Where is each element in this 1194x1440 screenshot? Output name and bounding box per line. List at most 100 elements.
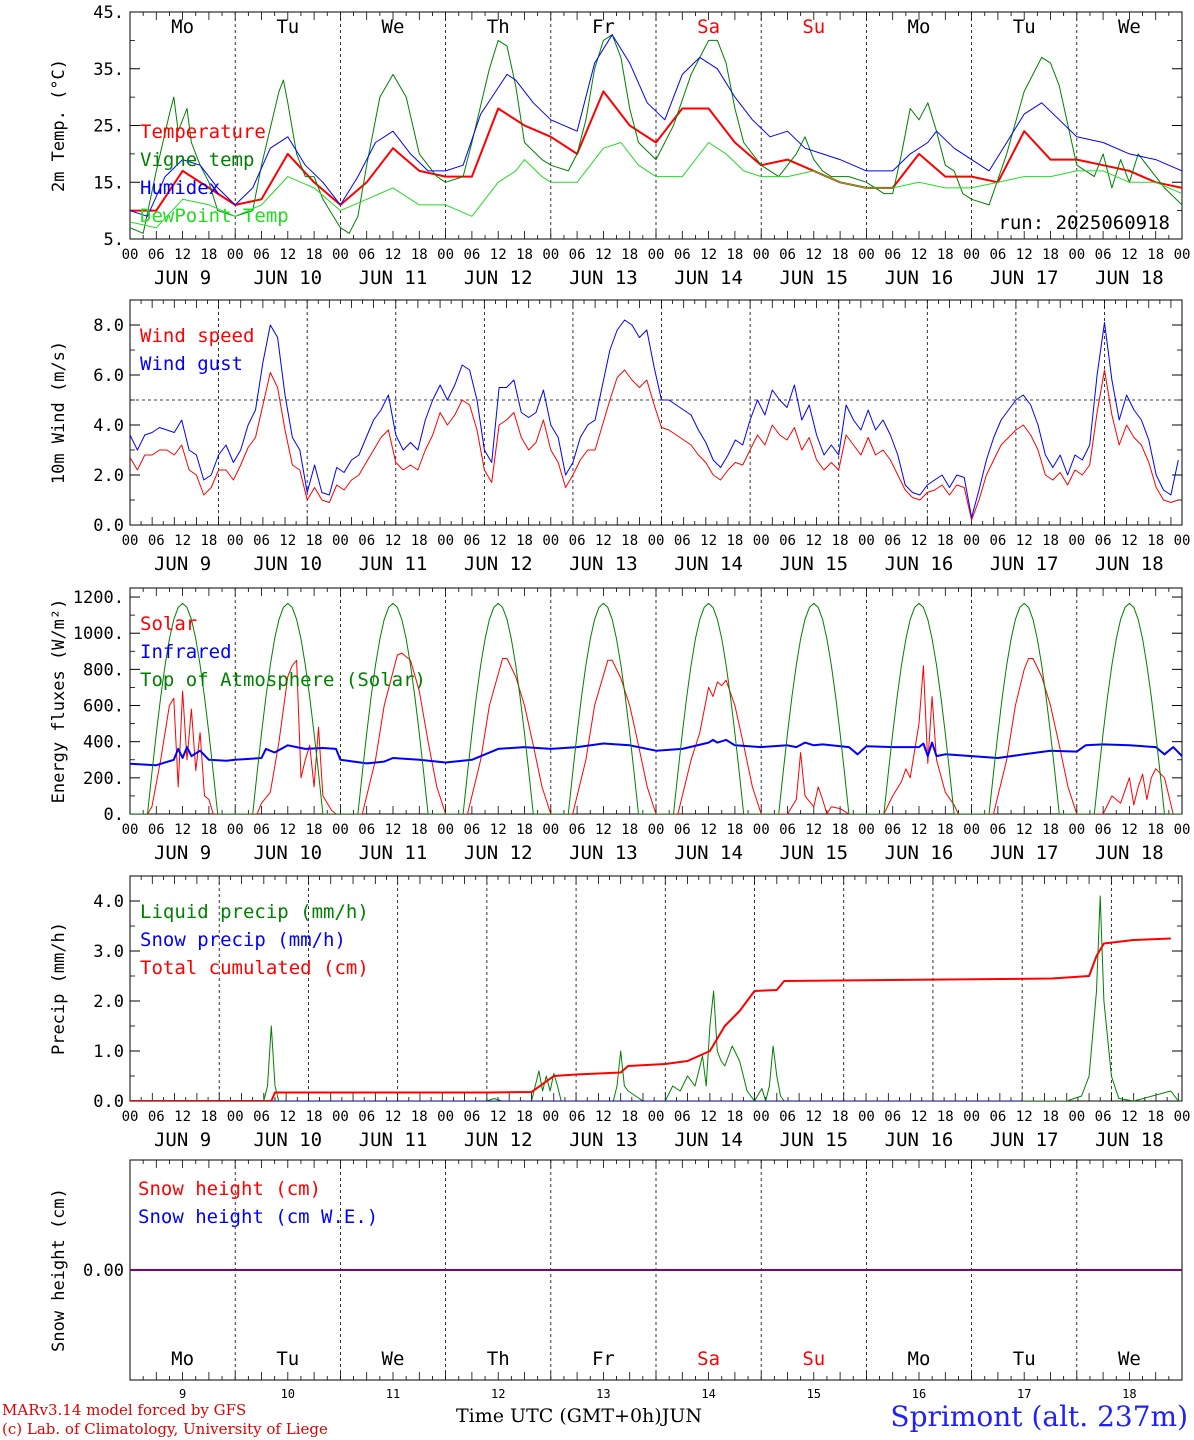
hour-tick-label: 18: [1042, 247, 1059, 263]
panel-snow: 0.00 Snow height (cm) Snow height (cm) Snow…: [49, 1159, 1183, 1400]
hour-tick-label: 06: [779, 533, 796, 549]
hour-tick-label: 06: [148, 533, 165, 549]
hour-tick-label: 06: [779, 822, 796, 838]
hour-tick-label: 06: [989, 1109, 1006, 1125]
credit-lab: (c) Lab. of Climatology, University of L…: [2, 1420, 328, 1438]
hour-tick-label: 18: [411, 533, 428, 549]
hour-tick-label: 18: [937, 1109, 954, 1125]
hour-tick-label: 12: [700, 247, 717, 263]
legend-entry: Temperature: [140, 121, 266, 143]
hour-tick-label: 00: [122, 533, 139, 549]
hour-tick-label: 06: [779, 1109, 796, 1125]
date-label: JUN 18: [1095, 553, 1164, 575]
weekday-label: Sa: [697, 1348, 720, 1370]
hour-tick-label: 18: [726, 247, 743, 263]
hour-tick-label: 00: [122, 822, 139, 838]
date-label: JUN 14: [674, 842, 743, 864]
y-axis-label: Snow height (cm): [49, 1188, 69, 1352]
hour-tick-label: 12: [911, 247, 928, 263]
day-number: 13: [596, 1387, 610, 1400]
panel-energy: 1200. 1000. 800. 600. 400. 200. 0. Energy fluxe…: [49, 587, 1190, 864]
hour-tick-label: 06: [674, 822, 691, 838]
date-label: JUN 17: [990, 1129, 1059, 1151]
hour-tick-label: 12: [1016, 533, 1033, 549]
date-label: JUN 10: [253, 267, 322, 289]
hour-tick-label: 18: [1042, 533, 1059, 549]
hour-tick-label: 18: [1147, 822, 1164, 838]
series-line-total-cumulated-cm-: [130, 937, 1171, 1101]
y-tick-label: 0.00: [83, 1261, 124, 1281]
hour-tick-label: 12: [911, 533, 928, 549]
hour-tick-label: 18: [832, 247, 849, 263]
hour-tick-label: 00: [1068, 247, 1085, 263]
weekday-label: Tu: [1013, 1348, 1036, 1370]
date-label: JUN 16: [885, 553, 954, 575]
y-tick-label: 1200.: [73, 588, 124, 608]
hour-tick-label: 18: [200, 247, 217, 263]
y-tick-label: 1000.: [73, 624, 124, 644]
credit-model: MARv3.14 model forced by GFS: [2, 1401, 247, 1419]
date-label: JUN 18: [1095, 267, 1164, 289]
weekday-label: Th: [487, 16, 510, 38]
hour-tick-label: 12: [1016, 822, 1033, 838]
hour-tick-label: 00: [1174, 247, 1191, 263]
date-label: JUN 10: [253, 553, 322, 575]
hour-tick-label: 06: [1095, 247, 1112, 263]
hour-tick-label: 12: [279, 247, 296, 263]
hour-tick-label: 00: [437, 533, 454, 549]
hour-tick-label: 00: [963, 1109, 980, 1125]
hour-tick-label: 12: [1121, 1109, 1138, 1125]
date-label: JUN 14: [674, 1129, 743, 1151]
y-tick-label: 5.: [104, 230, 124, 250]
time-axis-month: JUN: [661, 1405, 702, 1427]
legend-entry: Snow height (cm): [138, 1178, 321, 1200]
weekday-label: Tu: [276, 16, 299, 38]
hour-tick-label: 18: [726, 533, 743, 549]
hour-tick-label: 12: [805, 822, 822, 838]
hour-tick-label: 00: [753, 1109, 770, 1125]
y-tick-label: 15.: [93, 173, 124, 193]
date-label: JUN 11: [359, 553, 428, 575]
legend-entry: Total cumulated (cm): [140, 957, 369, 979]
hour-tick-label: 06: [358, 822, 375, 838]
hour-tick-label: 00: [542, 247, 559, 263]
hour-tick-label: 00: [227, 1109, 244, 1125]
legend-entry: Infrared: [140, 641, 232, 663]
hour-tick-label: 06: [358, 1109, 375, 1125]
day-number: 12: [491, 1387, 505, 1400]
hour-tick-label: 12: [700, 1109, 717, 1125]
legend-entry: Wind speed: [140, 325, 254, 347]
date-label: JUN 14: [674, 267, 743, 289]
day-number: 14: [701, 1387, 715, 1400]
hour-tick-label: 00: [542, 1109, 559, 1125]
hour-tick-label: 06: [674, 247, 691, 263]
weekday-label: We: [382, 16, 405, 38]
hour-tick-label: 00: [963, 533, 980, 549]
weekday-label: Su: [802, 1348, 825, 1370]
hour-tick-label: 00: [227, 247, 244, 263]
meteogram: 45. 35. 25. 15. 5. 2m Temp. (°C) Temperature Vi…: [49, 3, 1191, 1400]
date-label: JUN 13: [569, 553, 638, 575]
date-label: JUN 13: [569, 1129, 638, 1151]
day-number: 11: [386, 1387, 400, 1400]
hour-tick-label: 12: [1121, 822, 1138, 838]
time-axis-title-text: Time UTC (GMT+0h): [456, 1405, 662, 1427]
hour-tick-label: 18: [832, 822, 849, 838]
hour-tick-label: 06: [1095, 1109, 1112, 1125]
hour-tick-label: 12: [174, 533, 191, 549]
hour-tick-label: 18: [306, 1109, 323, 1125]
hour-tick-label: 12: [174, 1109, 191, 1125]
y-tick-label: 4.0: [93, 416, 124, 436]
hour-tick-label: 12: [490, 1109, 507, 1125]
weekday-label: Su: [802, 16, 825, 38]
series-line-humidex: [130, 34, 1182, 217]
hour-tick-label: 00: [1068, 822, 1085, 838]
hour-tick-label: 18: [832, 533, 849, 549]
hour-tick-label: 06: [358, 247, 375, 263]
hour-tick-label: 00: [648, 247, 665, 263]
hour-tick-label: 00: [648, 533, 665, 549]
hour-tick-label: 12: [174, 247, 191, 263]
hour-tick-label: 18: [1147, 533, 1164, 549]
date-label: JUN 16: [885, 842, 954, 864]
hour-tick-label: 12: [490, 247, 507, 263]
